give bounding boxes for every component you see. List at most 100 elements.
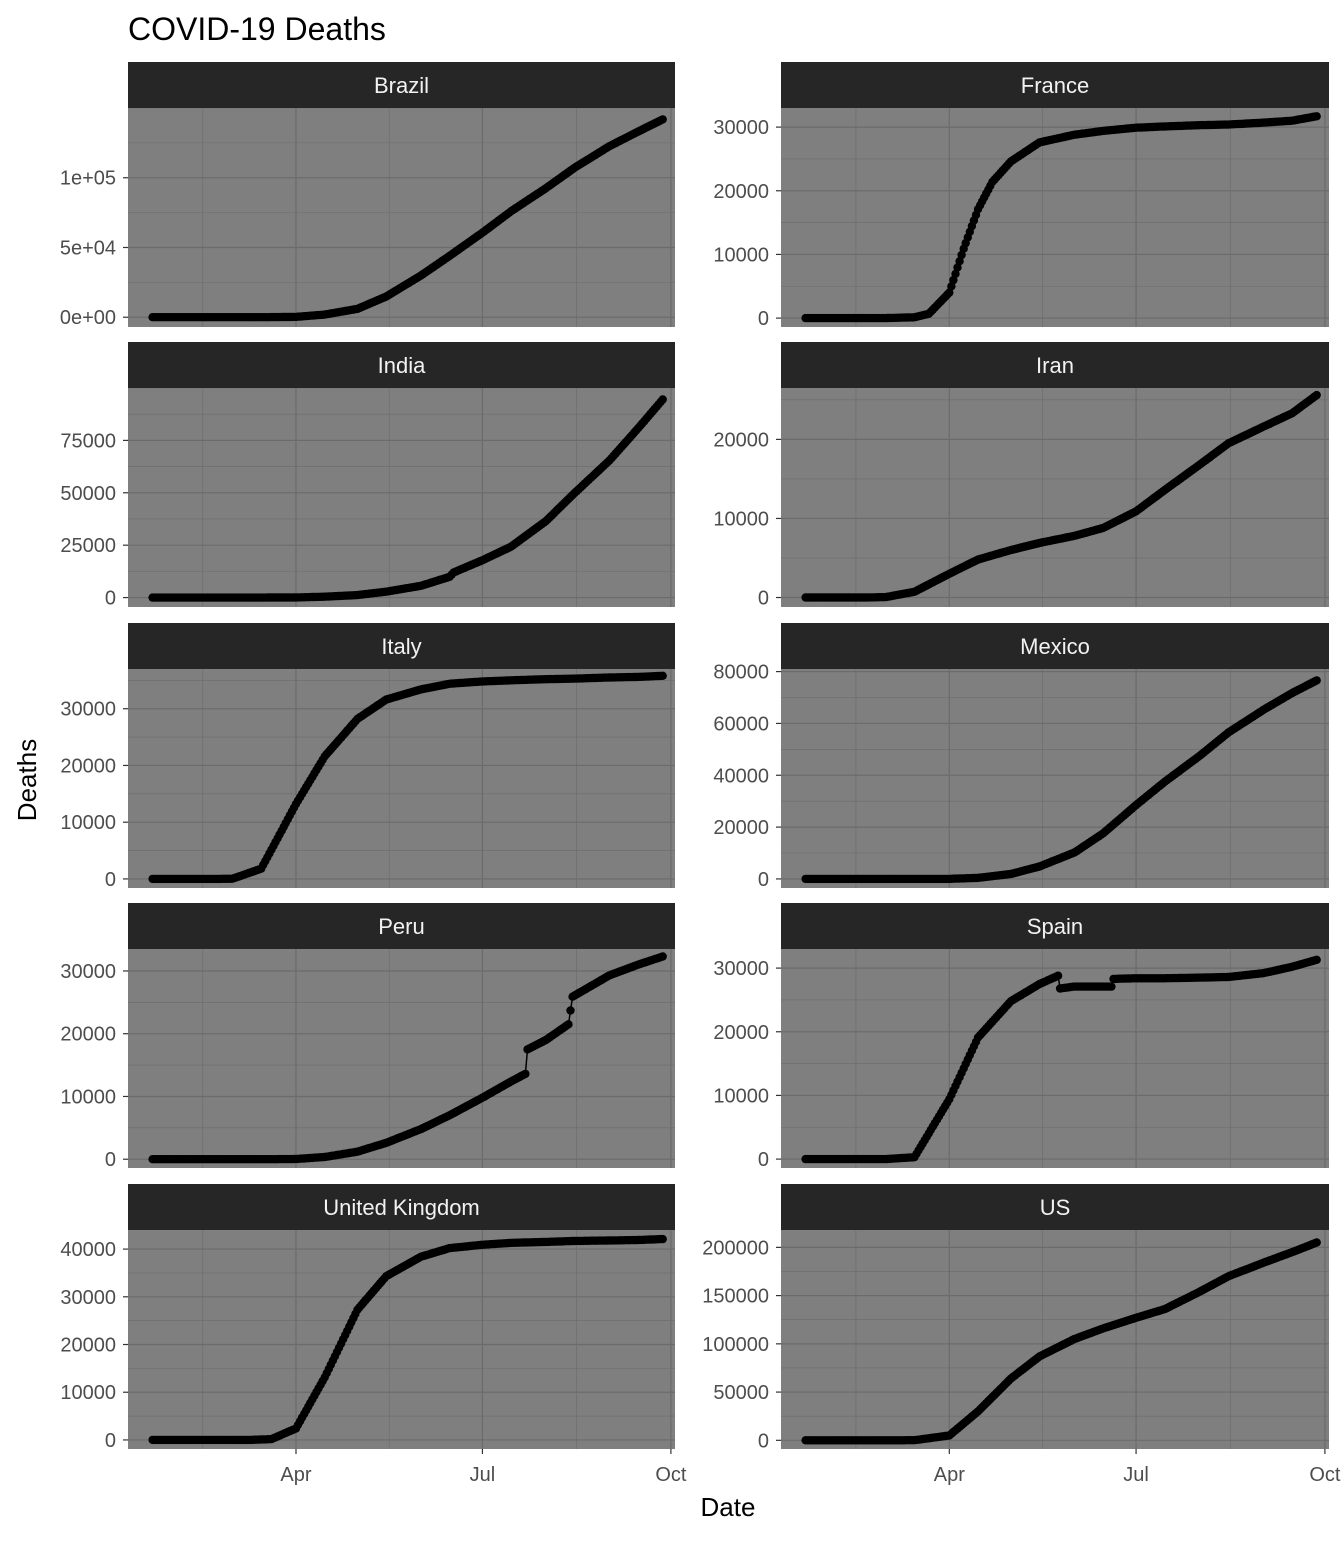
y-tick-label-italy-3: 30000 (60, 699, 116, 721)
facet-plot-area-us (781, 1230, 1329, 1449)
y-tick-label-iran-0: 0 (758, 588, 769, 610)
facet-panel-iran (781, 388, 1329, 607)
y-tick-label-mexico-1: 20000 (713, 817, 769, 839)
y-tick-label-us-2: 100000 (702, 1334, 769, 1356)
y-tick-label-mexico-3: 60000 (713, 713, 769, 735)
data-point-france-73 (951, 269, 960, 278)
facet-panel-us (781, 1230, 1329, 1449)
data-point-peru-204 (566, 1006, 575, 1015)
y-tick-label-india-3: 75000 (60, 430, 116, 452)
data-point-spain-123 (1053, 971, 1063, 980)
facet-strip-united-kingdom (128, 1184, 675, 1230)
facet-panel-italy (128, 669, 675, 888)
facet-panel-brazil (128, 108, 675, 327)
facet-panel-spain (781, 949, 1329, 1168)
y-tick-label-mexico-4: 80000 (713, 662, 769, 684)
facet-panel-peru (128, 949, 675, 1168)
data-point-france-76 (957, 250, 966, 260)
y-tick-label-france-2: 20000 (713, 181, 769, 203)
chart-title: COVID-19 Deaths (128, 11, 386, 47)
facet-plot-area-spain (781, 949, 1329, 1168)
data-point-peru-249 (658, 952, 667, 961)
facet-label-brazil: Brazil (374, 73, 429, 98)
data-point-united-kingdom-249 (658, 1234, 667, 1244)
y-tick-label-italy-1: 10000 (60, 812, 116, 834)
facet-label-mexico: Mexico (1020, 634, 1090, 659)
y-tick-label-france-3: 30000 (713, 117, 769, 139)
y-tick-label-united-kingdom-1: 10000 (60, 1382, 116, 1404)
facet-united-kingdom: United Kingdom 0 10000 20000 30000 40000 Apr Ju… (60, 1184, 687, 1486)
y-tick-label-brazil-2: 1e+05 (60, 168, 116, 190)
data-point-brazil-249 (658, 115, 667, 124)
y-tick-label-us-0: 0 (758, 1430, 769, 1452)
y-tick-label-mexico-0: 0 (758, 869, 769, 891)
y-tick-label-france-1: 10000 (713, 244, 769, 266)
y-tick-label-mexico-2: 40000 (713, 765, 769, 787)
facet-italy: Italy 0 10000 20000 30000 (60, 623, 675, 891)
facet-label-peru: Peru (378, 914, 424, 939)
y-tick-label-peru-3: 30000 (60, 961, 116, 983)
facet-plot-area-italy (128, 669, 675, 888)
data-point-france-249 (1312, 112, 1321, 121)
facet-strip-spain (781, 903, 1329, 949)
y-tick-label-india-2: 50000 (60, 483, 116, 505)
y-tick-label-iran-1: 10000 (713, 508, 769, 530)
y-tick-label-india-0: 0 (105, 588, 116, 610)
facets-layer: Brazil 0e+00 5e+04 1e+05 France 0 10000 20000 30… (60, 62, 1341, 1486)
x-axis-title: Date (701, 1492, 756, 1522)
x-tick-label-united-kingdom-2: Oct (655, 1464, 687, 1486)
data-point-us-249 (1312, 1238, 1321, 1247)
x-tick-label-us-0: Apr (934, 1464, 965, 1486)
data-point-iran-249 (1312, 390, 1321, 400)
facet-label-france: France (1021, 73, 1089, 98)
facet-strip-france (781, 62, 1329, 108)
x-tick-label-united-kingdom-1: Jul (470, 1464, 496, 1486)
facet-peru: Peru 0 10000 20000 30000 (60, 903, 675, 1171)
facet-iran: Iran 0 10000 20000 (713, 342, 1329, 610)
facet-plot-area-iran (781, 388, 1329, 607)
y-tick-label-spain-3: 30000 (713, 958, 769, 980)
facet-strip-india (128, 342, 675, 388)
facet-plot-area-peru (128, 949, 675, 1168)
facet-plot-area-mexico (781, 669, 1329, 888)
data-point-peru-182 (521, 1069, 530, 1079)
facet-spain: Spain 0 10000 20000 30000 (713, 903, 1329, 1171)
y-tick-label-united-kingdom-4: 40000 (60, 1239, 116, 1261)
y-tick-label-india-1: 25000 (60, 535, 116, 557)
y-axis-title: Deaths (12, 739, 42, 821)
facet-plot-area-united-kingdom (128, 1230, 675, 1449)
y-tick-label-united-kingdom-2: 20000 (60, 1335, 116, 1357)
y-tick-label-united-kingdom-0: 0 (105, 1430, 116, 1452)
facet-plot-area-india (128, 388, 675, 607)
y-tick-label-united-kingdom-3: 30000 (60, 1287, 116, 1309)
y-tick-label-spain-2: 20000 (713, 1022, 769, 1044)
y-tick-label-us-3: 150000 (702, 1286, 769, 1308)
facet-label-spain: Spain (1027, 914, 1083, 939)
y-tick-label-spain-0: 0 (758, 1149, 769, 1171)
facet-label-india: India (378, 353, 426, 378)
y-tick-label-italy-0: 0 (105, 869, 116, 891)
facet-label-us: US (1040, 1195, 1071, 1220)
x-tick-label-united-kingdom-0: Apr (280, 1464, 311, 1486)
facet-us: US 0 50000 100000 150000 200000 Apr Jul Oct (702, 1184, 1341, 1486)
facet-plot-area-france (781, 108, 1329, 327)
y-tick-label-brazil-0: 0e+00 (60, 307, 116, 329)
data-point-france-70 (945, 288, 954, 297)
data-point-mexico-249 (1312, 676, 1321, 685)
y-tick-label-italy-2: 20000 (60, 755, 116, 777)
data-point-peru-203 (564, 1020, 573, 1029)
facet-label-united-kingdom: United Kingdom (323, 1195, 480, 1220)
y-tick-label-peru-1: 10000 (60, 1086, 116, 1108)
data-point-spain-149 (1107, 982, 1116, 991)
facet-panel-india (128, 388, 675, 607)
y-tick-label-peru-0: 0 (105, 1149, 116, 1171)
facet-france: France 0 10000 20000 30000 (713, 62, 1329, 330)
facet-plot-area-brazil (128, 108, 675, 327)
data-point-india-249 (658, 395, 667, 404)
x-tick-label-us-2: Oct (1309, 1464, 1341, 1486)
y-tick-label-iran-2: 20000 (713, 429, 769, 451)
facet-label-iran: Iran (1036, 353, 1074, 378)
facet-strip-brazil (128, 62, 675, 108)
